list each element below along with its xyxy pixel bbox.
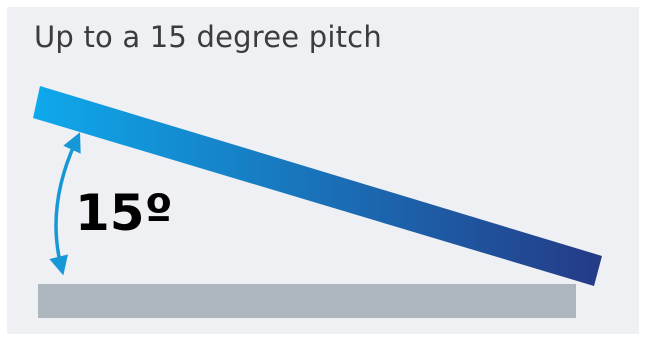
angle-arrow-icon — [49, 132, 81, 276]
diagram-background — [7, 7, 639, 334]
angle-label: 15º — [75, 184, 173, 242]
diagram-title: Up to a 15 degree pitch — [34, 20, 382, 54]
base-surface — [38, 284, 576, 318]
tilted-panel — [33, 86, 602, 286]
